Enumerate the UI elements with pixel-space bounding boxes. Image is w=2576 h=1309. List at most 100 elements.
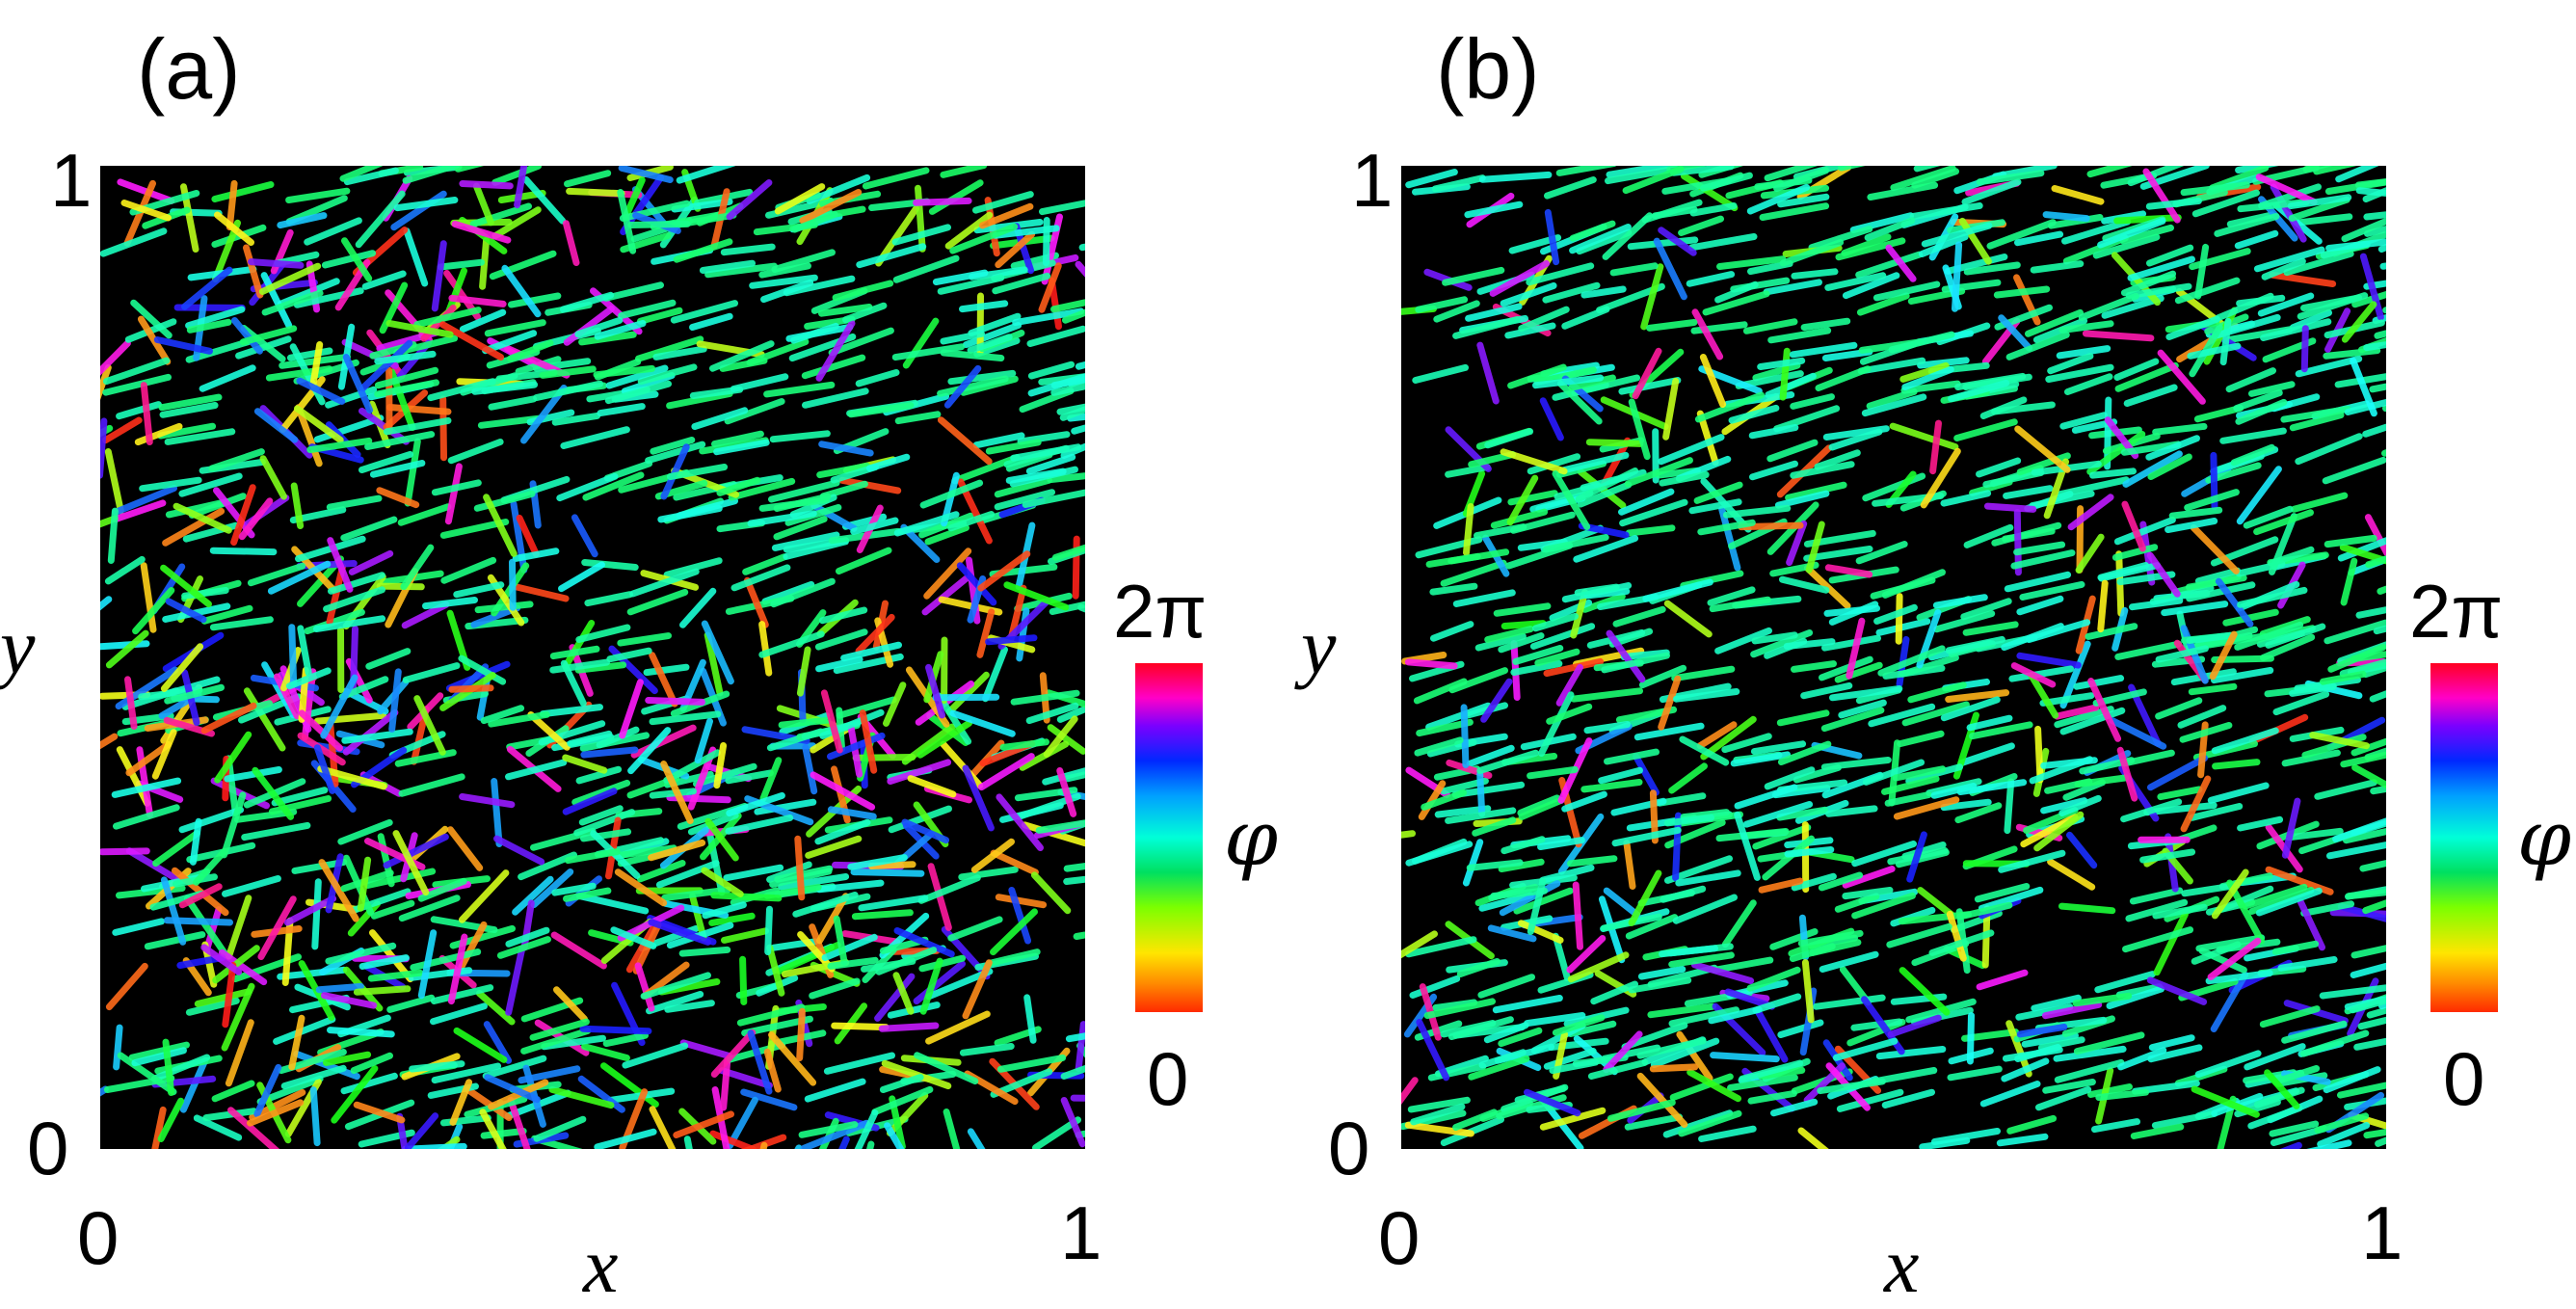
particle-rod xyxy=(1444,563,1503,583)
particle-rod xyxy=(543,708,599,714)
particle-rod xyxy=(1433,586,1474,592)
particle-rod xyxy=(679,166,741,180)
particle-rod xyxy=(1496,999,1559,1010)
particle-rod xyxy=(652,1109,681,1149)
particle-rod xyxy=(252,262,302,266)
particle-rod xyxy=(683,591,713,625)
x-axis-label: x xyxy=(583,1226,618,1305)
particle-rod xyxy=(649,701,703,703)
particle-rod xyxy=(100,644,146,647)
orientation-field xyxy=(100,166,1085,1149)
particle-rod xyxy=(100,600,109,630)
particle-rod xyxy=(102,851,146,852)
particle-rod xyxy=(1074,1098,1085,1099)
particle-rod xyxy=(568,174,608,184)
particle-rod xyxy=(1434,625,1471,639)
particle-rod xyxy=(1951,1069,1999,1078)
particle-rod xyxy=(2285,801,2297,855)
particle-rod xyxy=(1078,353,1085,366)
particle-rod xyxy=(1078,1025,1083,1069)
particle-rod xyxy=(1695,312,1720,357)
particle-rod xyxy=(782,720,828,725)
particle-rod xyxy=(109,966,145,1006)
particle-rod xyxy=(2275,944,2315,951)
particle-rod xyxy=(1703,358,1722,405)
particle-rod xyxy=(2010,1118,2054,1131)
particle-rod xyxy=(1902,971,1947,1013)
particle-rod xyxy=(1627,843,1633,887)
particle-rod xyxy=(408,441,417,503)
particle-rod xyxy=(1890,926,1950,945)
x-tick-min: 0 xyxy=(77,1200,119,1275)
particle-rod xyxy=(401,507,448,523)
particle-rod xyxy=(963,304,1005,309)
colorbar-top-label: 2π xyxy=(2409,574,2503,649)
particle-rod xyxy=(943,353,1001,359)
particle-rod xyxy=(2359,604,2386,615)
particle-rod xyxy=(1666,382,1676,438)
particle-rod xyxy=(1467,507,1472,553)
particle-rod xyxy=(2318,783,2375,797)
particle-rod xyxy=(2172,510,2219,516)
particle-rod xyxy=(2033,264,2081,271)
particle-rod xyxy=(2046,215,2086,219)
particle-rod xyxy=(1466,842,1479,883)
particle-rod xyxy=(818,632,864,647)
particle-rod xyxy=(1877,607,1915,621)
panel-a: (a) 1 0 y 0 1 x 2π φ 0 xyxy=(0,0,1288,1295)
particle-rod xyxy=(1589,442,1640,444)
particle-rod xyxy=(566,224,576,263)
particle-rod xyxy=(444,560,493,580)
particle-rod xyxy=(1879,1050,1943,1056)
particle-rod xyxy=(317,715,384,721)
particle-rod xyxy=(117,1028,120,1067)
particle-rod xyxy=(2068,377,2111,392)
particle-rod xyxy=(1827,608,1877,613)
particle-rod xyxy=(330,498,379,507)
particle-rod xyxy=(495,166,539,182)
particle-rod xyxy=(513,562,514,607)
particle-rod xyxy=(806,747,814,790)
particle-rod xyxy=(2055,189,2101,202)
particle-rod xyxy=(2156,426,2204,432)
y-tick-min: 0 xyxy=(1328,1110,1369,1186)
particle-rod xyxy=(463,797,512,805)
particle-rod xyxy=(448,467,459,521)
particle-rod xyxy=(2000,1136,2045,1143)
particle-rod xyxy=(1754,744,1802,752)
particle-rod xyxy=(1482,174,1549,179)
particle-rod xyxy=(229,183,234,227)
particle-rod xyxy=(916,200,969,202)
particle-rod xyxy=(1409,844,1470,863)
particle-rod xyxy=(606,285,661,299)
particle-rod xyxy=(2263,1009,2317,1025)
particle-rod xyxy=(936,697,996,698)
particle-rod xyxy=(570,191,623,193)
particle-rod xyxy=(2359,191,2386,197)
particle-rod xyxy=(245,825,307,837)
particle-rod xyxy=(730,183,769,217)
particle-rod xyxy=(369,652,408,667)
particle-rod xyxy=(767,385,832,394)
particle-rod xyxy=(1794,272,1835,277)
particle-rod xyxy=(2007,782,2011,831)
particle-rod xyxy=(2244,1145,2299,1149)
particle-rod xyxy=(583,1028,649,1030)
particle-rod xyxy=(2304,329,2305,369)
particle-rod xyxy=(631,224,687,225)
particle-rod xyxy=(435,483,478,493)
panel-b: (b) 1 0 y 0 1 x 2π φ 0 xyxy=(1301,0,2576,1295)
particle-rod xyxy=(1804,321,1847,327)
particle-rod xyxy=(435,244,443,308)
particle-rod xyxy=(1672,766,1705,790)
x-tick-max: 1 xyxy=(1060,1195,1102,1270)
particle-rod xyxy=(440,262,481,267)
particle-rod xyxy=(1491,928,1533,939)
particle-rod xyxy=(390,998,432,1009)
particle-rod xyxy=(1879,622,1927,633)
colorbar xyxy=(2430,663,2498,1012)
particle-rod xyxy=(1480,774,1482,814)
particle-rod xyxy=(2238,233,2275,246)
particle-rod xyxy=(1484,681,1509,719)
particle-rod xyxy=(1706,294,1766,312)
